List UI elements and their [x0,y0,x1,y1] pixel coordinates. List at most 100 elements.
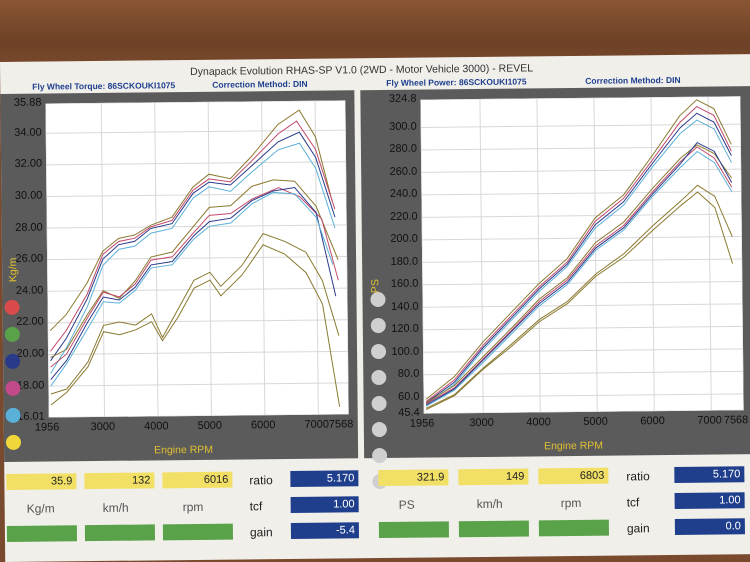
power-y-tick-1: 300.0 [389,120,417,133]
torque-chart-label: Fly Wheel Torque: 86SCKOUKI1075 [32,80,176,92]
power-x-tick-2: 4000 [526,416,551,429]
torque-y-grid-10 [48,413,349,418]
power-x-tick-1: 3000 [469,416,494,430]
power-plot-area [420,96,744,414]
power-overlay-toggle-3[interactable] [371,369,387,386]
power-overlay-toggle-2[interactable] [370,343,387,360]
power-y-tick-4: 240.0 [389,187,418,201]
torque-overlay-toggle-2[interactable] [5,353,21,369]
torque-y-grid-8 [48,350,349,355]
power-series-line-5 [425,146,733,405]
ratio-label-left: ratio [249,473,273,488]
torque-x-tick-6: 7568 [328,418,354,431]
power-overlay-toggle-1[interactable] [370,317,386,334]
power-y-tick-2: 280.0 [389,142,417,156]
power-y-grid-6 [421,235,742,241]
power-y-grid-10 [422,325,743,331]
rpm-value-right: 6803 [538,467,609,485]
power-overlay-toggle-5[interactable] [371,421,387,438]
power-value: 321.9 [378,469,449,487]
torque-x-axis-label: Engine RPM [154,443,214,457]
torque-value: 35.9 [6,473,77,490]
power-y-grid-4 [421,191,742,196]
torque-y-grid-9 [48,382,349,387]
torque-x-grid-0 [45,103,50,418]
power-x-tick-3: 5000 [583,415,608,428]
power-x-grid-3 [593,97,598,412]
power-x-tick-6: 7568 [723,414,749,427]
torque-series-line-4 [50,179,339,359]
torque-x-tick-5: 7000 [304,418,329,431]
torque-y-grid-3 [46,192,347,197]
torque-x-grid-4 [261,101,266,416]
power-series-line-6 [425,141,733,406]
torque-unit: Kg/m [26,501,55,516]
power-chart [420,96,744,414]
torque-series-line-1 [50,120,336,352]
power-y-grid-0 [420,96,741,101]
gain-value-left: -5.4 [290,522,360,539]
power-series-line-1 [425,106,732,403]
power-y-grid-7 [422,258,743,263]
torque-overlay-toggle-5[interactable] [5,434,22,450]
torque-x-tick-2: 4000 [144,420,169,433]
torque-overlay-toggle-3[interactable] [5,380,21,396]
torque-x-tick-4: 6000 [250,419,276,432]
torque-series-line-0 [49,109,333,332]
power-series-line-4 [425,144,733,404]
power-x-tick-4: 6000 [640,415,665,428]
tcf-label-left: tcf [249,499,263,514]
power-x-grid-2 [536,98,541,413]
torque-overlay-toggle-4[interactable] [5,407,21,423]
power-y-grid-13 [423,393,744,398]
torque-y-axis-label: Kg/m [7,257,20,283]
power-y-tick-8: 160.0 [390,277,419,291]
torque-y-grid-0 [45,100,346,105]
torque-x-grid-5 [314,100,319,415]
power-y-tick-0: 324.8 [388,92,417,105]
correction-method-right: Correction Method: DIN [585,74,681,86]
power-x-grid-5 [707,96,712,411]
torque-x-tick-3: 5000 [197,419,223,432]
torque-panel: 35.88 34.00 32.00 30.00 28.00 26.00 24.00 22.00… [0,90,359,462]
power-overlay-toggle-4[interactable] [371,395,387,412]
tcf-value-left: 1.00 [290,496,359,513]
power-series-line-3 [425,119,732,405]
power-overlay-toggle-6[interactable] [372,447,388,464]
power-x-tick-0: 1956 [409,417,435,430]
speed-value-left: 132 [84,472,155,490]
correction-method-left: Correction Method: DIN [212,78,308,90]
power-y-grid-2 [420,146,741,151]
torque-y-grid-1 [45,129,346,134]
report-title: Dynapack Evolution RHAS-SP V1.0 (2WD - M… [190,62,534,79]
dyno-printout: Dynapack Evolution RHAS-SP V1.0 (2WD - M… [0,54,750,562]
torque-y-grid-7 [47,319,348,324]
torque-series-line-9 [50,244,341,407]
torque-series-line-5 [50,187,339,368]
torque-plot-area [45,100,349,418]
ratio-value-right: 5.170 [674,466,745,483]
green-field-3 [162,523,234,541]
power-y-grid-14 [423,409,744,414]
power-series-line-2 [425,112,732,404]
torque-y-tick-0: 35.88 [13,96,42,109]
ratio-value-left: 5.170 [290,470,359,487]
power-x-grid-4 [650,97,655,412]
ratio-label-right: ratio [626,469,650,484]
power-x-grid-1 [479,98,484,413]
power-x-axis-label: Engine RPM [543,439,604,453]
power-series-line-7 [425,150,733,407]
power-y-tick-3: 260.0 [389,165,418,178]
power-overlay-toggle-0[interactable] [370,291,386,308]
speed-unit-right: km/h [476,496,503,512]
power-y-grid-3 [421,168,742,173]
torque-y-tick-4: 28.00 [15,221,43,234]
torque-overlay-toggle-1[interactable] [4,326,20,342]
power-series-line-9 [425,191,734,411]
torque-chart [45,100,349,418]
torque-y-tick-1: 34.00 [14,126,42,139]
torque-x-grid-6 [344,100,349,415]
torque-overlay-toggle-0[interactable] [4,299,20,315]
torque-series-line-7 [50,191,334,387]
gain-label-right: gain [626,521,650,536]
